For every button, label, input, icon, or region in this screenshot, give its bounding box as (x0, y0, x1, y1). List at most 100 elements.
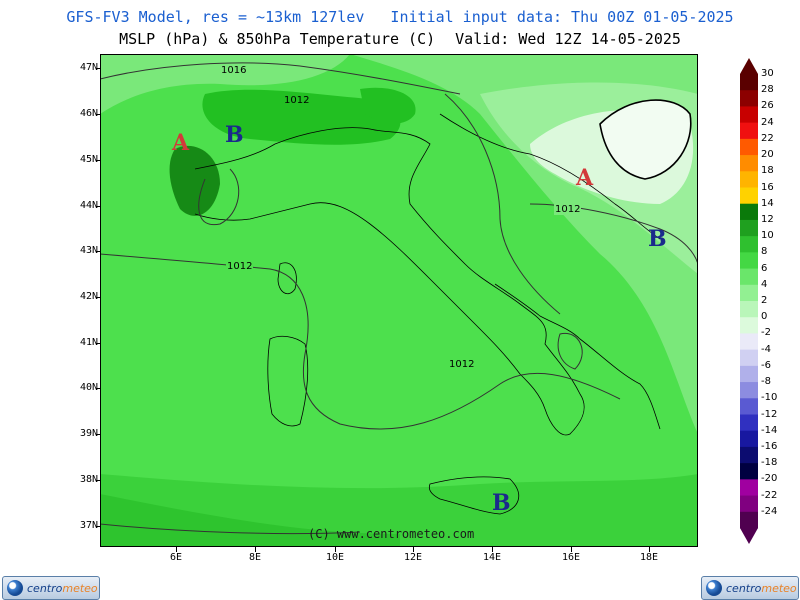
legend-swatch (740, 446, 758, 464)
legend-swatch (740, 252, 758, 270)
longitude-tick (335, 547, 336, 552)
latitude-tick (96, 160, 101, 161)
longitude-label: 14E (482, 552, 502, 563)
legend-swatch (740, 74, 758, 91)
latitude-tick (96, 480, 101, 481)
legend-swatch (740, 430, 758, 448)
longitude-label: 6E (169, 552, 183, 563)
legend-value-label: -12 (761, 408, 778, 420)
legend-value-label: -22 (761, 489, 778, 501)
legend-arrow-bottom (740, 528, 758, 544)
legend-value-label: -8 (761, 376, 771, 388)
legend-arrow-top (740, 58, 758, 74)
legend-value-label: 10 (761, 230, 774, 242)
latitude-label: 39N (79, 428, 98, 439)
legend-swatch (740, 398, 758, 415)
latitude-label: 40N (79, 382, 98, 393)
latitude-label: 47N (79, 62, 98, 73)
legend-value-label: -24 (761, 505, 778, 517)
legend-swatch (740, 268, 758, 286)
legend-value-label: 28 (761, 84, 774, 96)
low-pressure-marker: B (225, 122, 244, 148)
legend-value-label: -18 (761, 457, 778, 469)
legend-swatch (740, 495, 758, 513)
longitude-tick (413, 547, 414, 552)
longitude-tick (649, 547, 650, 552)
high-pressure-marker: A (576, 165, 594, 191)
weather-map (99, 54, 699, 547)
isobar-label: 1012 (226, 261, 254, 272)
low-pressure-marker: B (648, 226, 667, 252)
legend-swatch (740, 171, 758, 188)
field-description: MSLP (hPa) & 850hPa Temperature (C) (119, 30, 436, 48)
legend-value-label: 18 (761, 165, 774, 177)
longitude-label: 8E (248, 552, 262, 563)
legend-value-label: -16 (761, 440, 778, 452)
legend-value-label: 8 (761, 246, 768, 258)
latitude-tick (96, 526, 101, 527)
legend-value-label: 16 (761, 181, 774, 193)
legend-swatch (740, 463, 758, 480)
latitude-tick (96, 251, 101, 252)
isobar-label: 1012 (554, 204, 582, 215)
low-pressure-marker: B (492, 490, 511, 516)
legend-swatch (740, 106, 758, 124)
longitude-tick (176, 547, 177, 552)
legend-swatch (740, 333, 758, 351)
legend-swatch (740, 236, 758, 253)
legend-swatch (740, 317, 758, 334)
legend-swatch (740, 138, 758, 156)
latitude-tick (96, 206, 101, 207)
latitude-label: 43N (79, 245, 98, 256)
legend-swatch (740, 122, 758, 140)
legend-swatch (740, 90, 758, 107)
legend-value-label: 26 (761, 100, 774, 112)
legend-swatch (740, 511, 758, 529)
latitude-tick (96, 297, 101, 298)
legend-value-label: 22 (761, 132, 774, 144)
legend-swatch (740, 203, 758, 221)
legend-value-label: -4 (761, 343, 771, 355)
isobar-label: 1012 (448, 359, 476, 370)
longitude-label: 16E (561, 552, 581, 563)
legend-value-label: 20 (761, 149, 774, 161)
centrometeo-logo-left: centro meteo (2, 576, 100, 600)
init-date: Initial input data: Thu 00Z 01-05-2025 (390, 8, 734, 26)
legend-swatch (740, 187, 758, 205)
legend-value-label: -2 (761, 327, 771, 339)
longitude-tick (571, 547, 572, 552)
legend-swatch (740, 414, 758, 432)
legend-value-label: 30 (761, 68, 774, 79)
centrometeo-logo-right: centro meteo (701, 576, 799, 600)
longitude-label: 10E (325, 552, 345, 563)
latitude-label: 38N (79, 474, 98, 485)
legend-value-label: 4 (761, 278, 768, 290)
valid-date: Valid: Wed 12Z 14-05-2025 (455, 30, 681, 48)
legend-value-label: -10 (761, 392, 778, 404)
longitude-tick (255, 547, 256, 552)
legend-swatch (740, 382, 758, 399)
latitude-label: 42N (79, 291, 98, 302)
isobar-label: 1016 (220, 65, 248, 76)
longitude-label: 18E (639, 552, 659, 563)
legend-swatch (740, 219, 758, 237)
legend-value-label: -14 (761, 424, 778, 436)
legend-swatch (740, 349, 758, 367)
legend-value-label: 24 (761, 116, 774, 128)
legend-swatch (740, 365, 758, 383)
legend-value-label: 0 (761, 311, 768, 323)
latitude-label: 45N (79, 154, 98, 165)
latitude-tick (96, 114, 101, 115)
legend-value-label: 14 (761, 197, 774, 209)
latitude-label: 44N (79, 200, 98, 211)
legend-swatch (740, 155, 758, 172)
legend-swatch (740, 479, 758, 497)
model-description: GFS-FV3 Model, res = ~13km 127lev (66, 8, 365, 26)
globe-icon (7, 580, 23, 596)
latitude-tick (96, 68, 101, 69)
latitude-label: 37N (79, 520, 98, 531)
chart-title-line2: MSLP (hPa) & 850hPa Temperature (C) Valid… (0, 30, 800, 48)
latitude-label: 46N (79, 108, 98, 119)
latitude-label: 41N (79, 337, 98, 348)
legend-value-label: 2 (761, 295, 768, 306)
